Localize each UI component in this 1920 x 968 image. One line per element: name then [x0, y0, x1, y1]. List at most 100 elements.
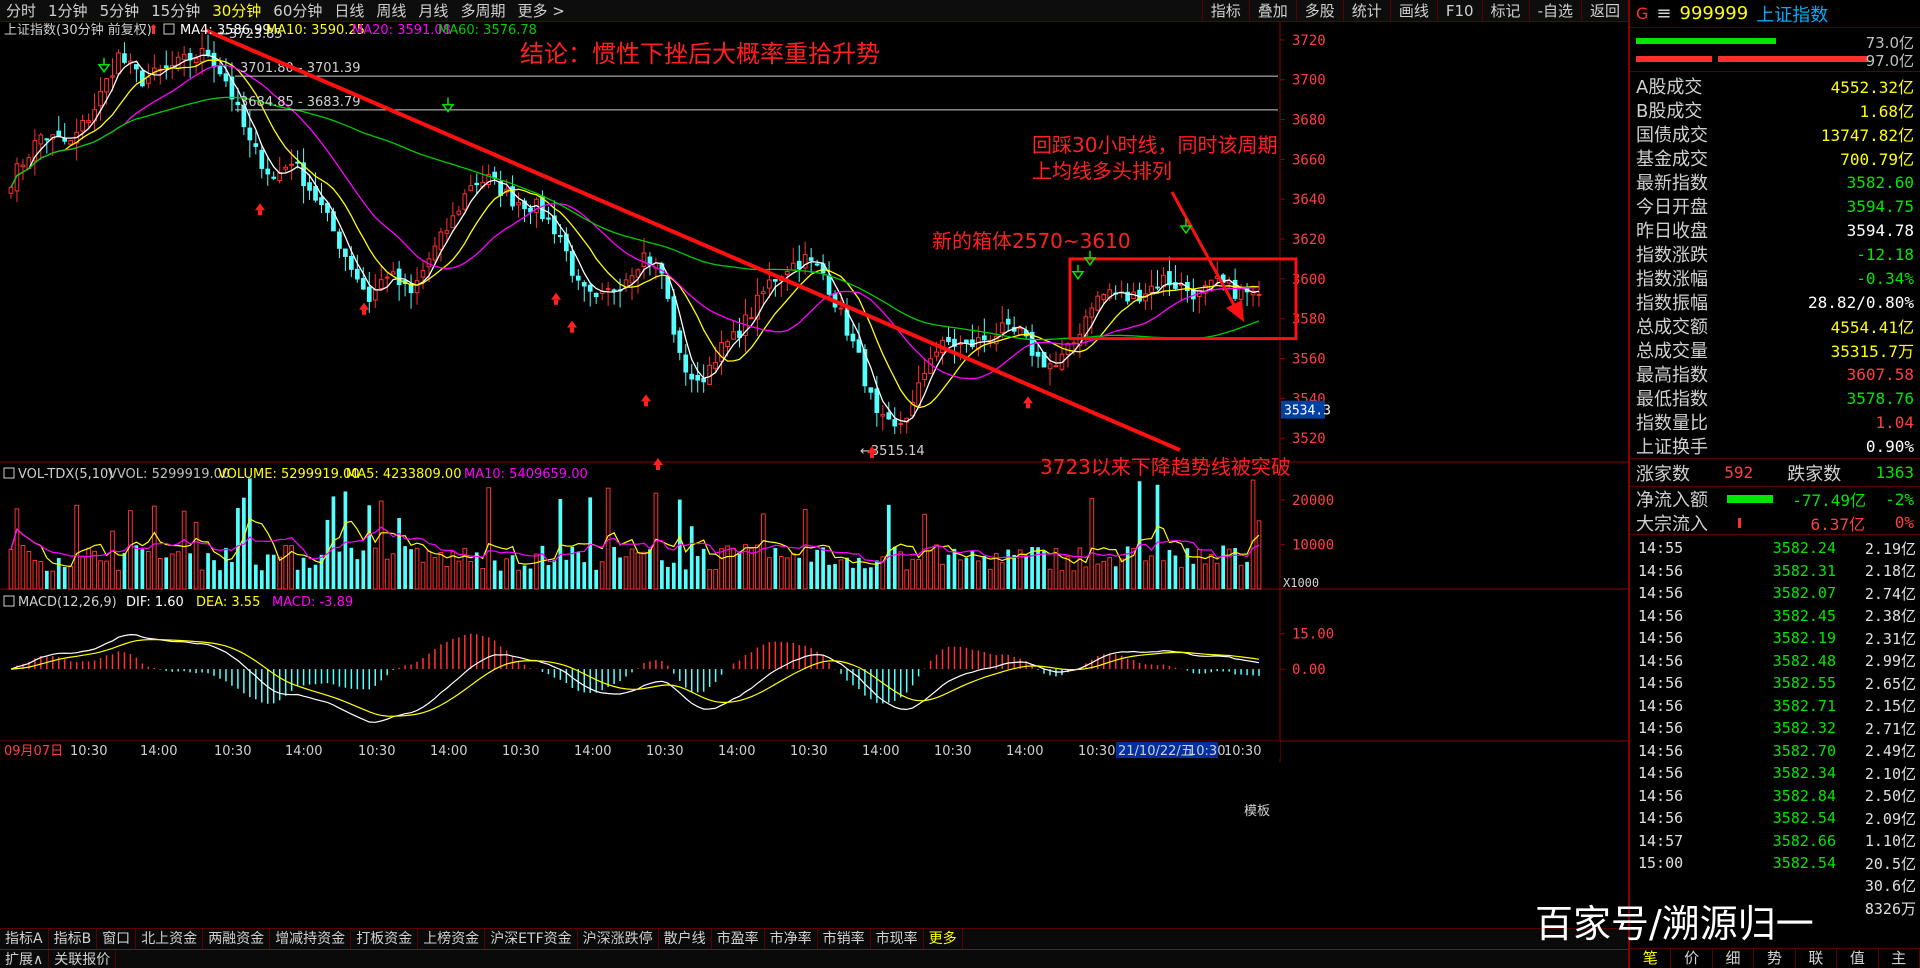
tick-time: 14:55: [1638, 539, 1684, 558]
volume-title: VOL-TDX(5,10): [18, 467, 113, 482]
period-tab[interactable]: 30分钟: [212, 1, 262, 20]
period-tab[interactable]: 5分钟: [99, 1, 140, 20]
indicator-tab[interactable]: 指标A: [0, 929, 49, 949]
volume-bar: [755, 544, 760, 590]
stat-row: 昨日收盘 3594.78: [1630, 218, 1920, 243]
volume-bar: [289, 545, 294, 590]
period-tab[interactable]: 日线: [334, 1, 365, 20]
tick-volume: 2.50亿: [1864, 787, 1916, 806]
indicator-tab[interactable]: 市现率: [871, 929, 924, 949]
stat-label: 指数振幅: [1636, 293, 1708, 314]
tick-time: 14:56: [1638, 674, 1684, 693]
period-tab[interactable]: 多周期: [460, 1, 506, 20]
volume-bar: [946, 554, 951, 589]
indicator-tab[interactable]: 增减持资金: [270, 929, 352, 949]
quote-tab[interactable]: 价: [1671, 949, 1713, 968]
indicator-tab[interactable]: 沪深涨跌停: [578, 929, 659, 949]
vol-legend-value: 5409659.00: [509, 467, 588, 482]
macd-title: MACD(12,26,9): [18, 595, 117, 610]
volume-bar: [8, 548, 14, 590]
volume-bar: [56, 558, 61, 589]
volume-bar: [964, 557, 969, 589]
extension-tab[interactable]: 扩展∧: [0, 950, 50, 968]
candle-body: [862, 349, 868, 387]
collapse-icon[interactable]: [3, 595, 15, 607]
candle-body: [80, 119, 85, 132]
period-tab[interactable]: 周线: [376, 1, 407, 20]
tool-tab[interactable]: 叠加: [1248, 0, 1296, 22]
y-tick-label: 3520: [1292, 431, 1326, 447]
volume-bar: [409, 549, 413, 589]
candle-body: [826, 274, 832, 295]
kline-chart[interactable]: 3520354035603580360036203640366036803700…: [0, 22, 1628, 928]
tool-tab[interactable]: -自选: [1528, 0, 1581, 22]
tool-tab[interactable]: 多股: [1295, 0, 1343, 22]
menu-icon[interactable]: ≡: [1656, 3, 1672, 24]
indicator-tab[interactable]: 市净率: [765, 929, 818, 949]
indicator-tab[interactable]: 市盈率: [712, 929, 765, 949]
stat-value: 3582.60: [1846, 172, 1914, 192]
tool-tab[interactable]: 指标: [1201, 0, 1249, 22]
candle-body: [253, 143, 259, 147]
volume-bar: [599, 561, 605, 590]
vol-legend-sep: :: [143, 467, 152, 482]
period-tab[interactable]: 分时: [6, 1, 37, 20]
tick-price: 3582.45: [1772, 606, 1836, 625]
candle-body: [343, 248, 348, 257]
quote-tab[interactable]: 笔: [1630, 949, 1672, 968]
candle-body: [731, 331, 736, 340]
quote-tab[interactable]: 主: [1879, 949, 1920, 968]
volume-bar: [916, 559, 921, 590]
indicator-tab[interactable]: 打板资金: [351, 929, 419, 949]
period-tab[interactable]: 更多 >: [517, 1, 565, 20]
annotation-arrowhead: [1226, 300, 1244, 322]
indicator-tab[interactable]: 北上资金: [136, 929, 204, 949]
y-tick-label: 3680: [1292, 113, 1326, 129]
volume-bar: [1089, 498, 1095, 590]
period-tab[interactable]: 1分钟: [48, 1, 88, 20]
volume-bar: [695, 556, 700, 589]
period-tab[interactable]: 月线: [418, 1, 449, 20]
buy-arrow-icon: [567, 320, 577, 328]
tool-tab[interactable]: 统计: [1342, 0, 1390, 22]
mode-label[interactable]: 模板: [1244, 804, 1270, 819]
candle-body: [307, 182, 312, 191]
extension-tab[interactable]: 关联报价: [49, 950, 117, 968]
candle-body: [1089, 307, 1095, 318]
indicator-tab[interactable]: 散户线: [659, 929, 712, 949]
indicator-tab[interactable]: 窗口: [97, 929, 137, 949]
quote-tab[interactable]: 势: [1754, 949, 1796, 968]
indicator-tab[interactable]: 沪深ETF资金: [485, 929, 578, 949]
volume-bar: [1024, 555, 1028, 589]
tick-list[interactable]: 14:55 3582.24 2.19亿 14:56 3582.31 2.18亿 14:56 3…: [1630, 535, 1920, 920]
stat-row: 基金成交 700.79亿: [1630, 146, 1920, 170]
indicator-tab[interactable]: 两融资金: [203, 929, 271, 949]
tool-tab[interactable]: F10: [1436, 0, 1482, 22]
tool-tab[interactable]: 返回: [1580, 0, 1628, 22]
indicator-tab[interactable]: 指标B: [49, 929, 98, 949]
quote-tab[interactable]: 值: [1837, 949, 1879, 968]
quote-tab[interactable]: 细: [1713, 949, 1755, 968]
indicator-tab[interactable]: 市销率: [818, 929, 871, 949]
volume-bar: [683, 569, 688, 589]
indicator-tab[interactable]: 更多: [924, 929, 963, 949]
candle-body: [677, 330, 683, 353]
indicator-tab[interactable]: 上榜资金: [418, 929, 486, 949]
box-rect[interactable]: [1068, 257, 1298, 341]
volume-bar: [1137, 481, 1142, 589]
period-tab[interactable]: 15分钟: [151, 1, 201, 20]
volume-bar: [199, 569, 205, 590]
quote-tab[interactable]: 联: [1796, 949, 1838, 968]
tool-tab[interactable]: 标记: [1481, 0, 1529, 22]
volume-bar: [1149, 555, 1154, 590]
candle-body: [116, 52, 121, 75]
period-tab[interactable]: 60分钟: [273, 1, 323, 20]
collapse-icon[interactable]: [3, 467, 15, 479]
volume-bar: [140, 549, 145, 589]
collapse-icon[interactable]: [163, 23, 175, 35]
volume-bar: [242, 497, 246, 589]
trendline[interactable]: [204, 28, 1181, 452]
buy-arrow-stem: [554, 299, 558, 305]
tool-tab[interactable]: 画线: [1389, 0, 1437, 22]
volume-bar: [701, 548, 706, 589]
